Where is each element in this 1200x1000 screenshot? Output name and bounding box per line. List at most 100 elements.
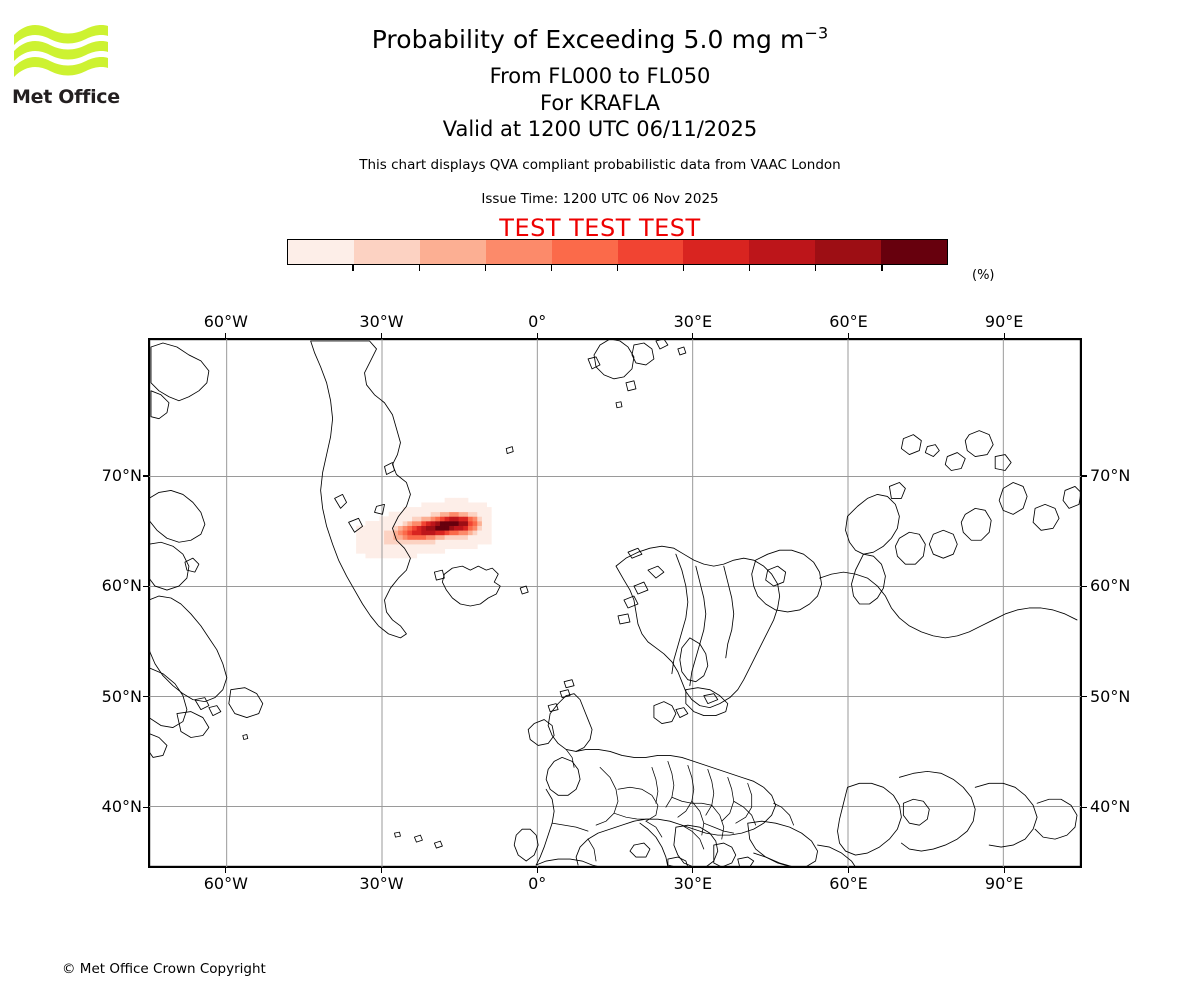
- plume-cell: [444, 525, 450, 531]
- lat-tick-right-70°N: [1082, 475, 1087, 477]
- plume-cell: [486, 516, 492, 522]
- hudson-island: [184, 557, 200, 573]
- plume-cell: [412, 525, 418, 531]
- norway-sweden-border: [671, 553, 689, 675]
- plume-cell: [412, 539, 418, 545]
- colorbar-unit-label: (%): [972, 268, 995, 283]
- plume-cell: [463, 502, 469, 508]
- baltic-sea: [685, 687, 729, 716]
- plume-cell: [374, 534, 380, 540]
- plume-cell: [393, 544, 399, 550]
- plume-cell: [365, 520, 371, 526]
- plume-cell: [360, 544, 366, 550]
- plume-cell: [486, 507, 492, 513]
- plume-cell: [449, 544, 455, 550]
- lon-tick-bottom-30°W: [380, 868, 383, 873]
- plume-cell: [458, 539, 464, 545]
- siberia-coast-bay: [1032, 503, 1060, 531]
- plume-cell: [472, 534, 478, 540]
- copyright-notice: © Met Office Crown Copyright: [62, 961, 266, 977]
- plume-cell: [444, 539, 450, 545]
- plume-cell: [402, 511, 408, 517]
- svalbard-nordaustlandet: [631, 342, 655, 366]
- lon-tick-bottom-60°W: [225, 868, 227, 873]
- labrador-coastline: [149, 595, 228, 703]
- plume-cell: [472, 507, 478, 513]
- plume-cell: [356, 539, 362, 545]
- orkney-islands: [559, 689, 571, 699]
- plume-cell: [472, 511, 478, 517]
- plume-cell: [486, 530, 492, 536]
- newfoundland: [228, 687, 264, 718]
- plume-cell: [407, 507, 413, 513]
- plume-cell: [430, 530, 436, 536]
- plume-cell: [398, 553, 404, 559]
- plume-cell: [449, 525, 455, 531]
- plume-cell: [426, 548, 432, 554]
- baffin-island-north: [150, 342, 210, 402]
- ash-probability-map[interactable]: [148, 338, 1082, 868]
- plume-cell: [398, 520, 404, 526]
- plume-cell: [444, 544, 450, 550]
- plume-cell: [439, 530, 446, 536]
- page-title: Probability of Exceeding 5.0 mg m−3: [0, 25, 1200, 54]
- lon-label-bottom-30°W: 30°W: [359, 874, 404, 893]
- plume-cell: [463, 507, 469, 513]
- map-border: [149, 339, 1081, 867]
- azores-west: [394, 831, 401, 838]
- plume-cell: [463, 539, 469, 545]
- plume-cell: [398, 539, 404, 545]
- plume-cell: [430, 520, 436, 526]
- jan-mayen: [505, 446, 514, 454]
- denmark-zealand: [675, 707, 689, 718]
- plume-cell: [453, 520, 460, 526]
- plume-cell: [435, 530, 441, 536]
- aral-sea: [902, 798, 930, 826]
- plume-cell: [449, 530, 455, 536]
- plume-cell: [402, 548, 408, 554]
- plume-cell: [393, 530, 399, 536]
- flight-level-subtitle: From FL000 to FL050: [489, 64, 711, 88]
- plume-cell: [393, 539, 399, 545]
- lon-tick-top-60°W: [225, 333, 227, 338]
- page-title-exponent: −3: [804, 23, 829, 43]
- plume-cell: [402, 553, 408, 559]
- plume-cell: [356, 548, 362, 554]
- probability-colorbar: 0.1102030405060708090100: [277, 239, 960, 522]
- page-title-text: Probability of Exceeding 5.0 mg m: [371, 25, 805, 54]
- taymyr-north: [998, 482, 1028, 515]
- sweden-finland-border: [689, 565, 707, 687]
- greenland-fjord-3: [384, 462, 395, 475]
- plume-cell: [407, 520, 413, 526]
- colorbar-tick-10: [352, 265, 354, 271]
- colorbar-gradient: [287, 239, 948, 265]
- colorbar-segment-1: [353, 240, 420, 264]
- plume-cell: [435, 534, 441, 540]
- plume-cell: [477, 511, 483, 517]
- volcano-subtitle: For KRAFLA: [540, 91, 660, 115]
- svalbard-prins-karls: [587, 356, 601, 370]
- plume-cell: [388, 553, 394, 559]
- plume-cell: [421, 507, 427, 513]
- plume-cell: [426, 534, 432, 540]
- plume-cell: [407, 511, 413, 517]
- lon-label-top-60°E: 60°E: [829, 312, 868, 331]
- black-sea: [747, 820, 818, 867]
- plume-cell: [356, 530, 362, 536]
- colorbar-ticks: [287, 265, 948, 271]
- plume-cell: [435, 516, 441, 522]
- taymyr-peninsula: [960, 507, 992, 541]
- plume-cell: [374, 520, 380, 526]
- lon-tick-bottom-90°E: [1003, 868, 1005, 873]
- azores-central: [414, 834, 423, 843]
- plume-cell: [384, 516, 390, 522]
- anticosti-island: [194, 697, 210, 711]
- plume-cell: [356, 544, 362, 550]
- plume-cell: [458, 534, 464, 540]
- plume-cell: [439, 516, 446, 522]
- plume-cell: [426, 544, 432, 550]
- plume-cell: [398, 534, 404, 540]
- met-office-waves-logo-icon: [14, 25, 108, 77]
- bear-island: [615, 401, 623, 409]
- shetland-islands: [563, 679, 575, 689]
